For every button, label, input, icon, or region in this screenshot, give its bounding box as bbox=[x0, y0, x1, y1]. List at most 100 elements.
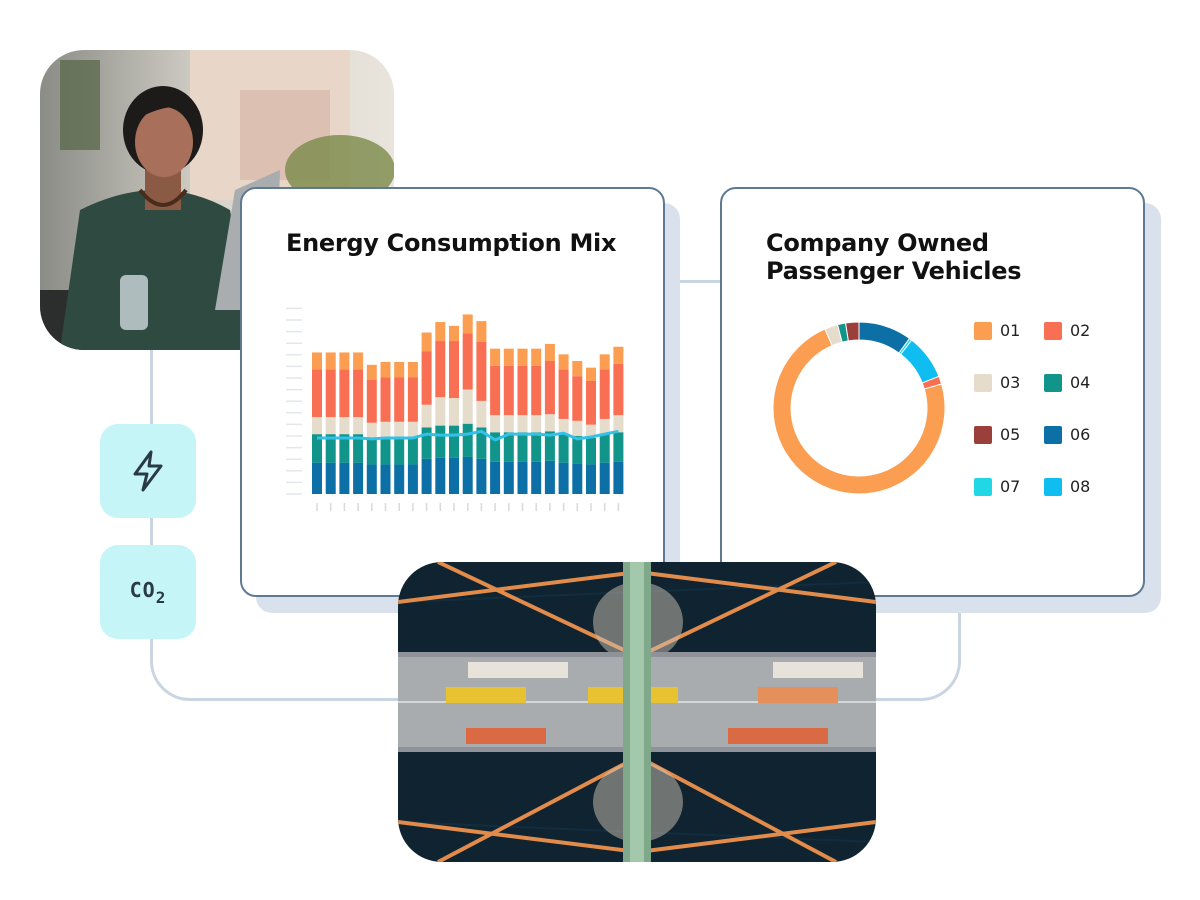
bar-segment bbox=[476, 427, 487, 459]
vehicles-card-title-line1: Company Owned bbox=[766, 229, 989, 257]
bar-segment bbox=[312, 417, 322, 435]
bar-segment bbox=[407, 421, 418, 437]
legend-item-08: 08 bbox=[1044, 477, 1090, 496]
bar-segment bbox=[353, 434, 364, 463]
donut-slice-05 bbox=[844, 321, 860, 342]
bar-segment bbox=[572, 420, 583, 437]
legend-label: 05 bbox=[1000, 425, 1021, 444]
bar-segment bbox=[476, 321, 487, 342]
bar-segment bbox=[531, 365, 542, 416]
bar-segment bbox=[407, 377, 418, 422]
bar-segment bbox=[490, 365, 501, 416]
bar-segment bbox=[366, 437, 377, 465]
energy-mix-bar-chart bbox=[286, 307, 624, 511]
bar-segment bbox=[407, 361, 418, 378]
energy-consumption-card: Energy Consumption Mix bbox=[240, 187, 665, 597]
bar-segment bbox=[421, 332, 432, 352]
bar-segment bbox=[449, 425, 459, 458]
bar-segment bbox=[586, 437, 596, 465]
donut-slice-01 bbox=[772, 328, 946, 495]
bar-segment bbox=[353, 417, 364, 435]
vehicles-donut-chart bbox=[772, 321, 946, 495]
bar-segment bbox=[613, 346, 624, 364]
bar-segment bbox=[462, 389, 473, 424]
bar-segment bbox=[380, 464, 391, 494]
bar-segment bbox=[503, 365, 514, 416]
bar-segment bbox=[394, 437, 405, 465]
bar-segment bbox=[421, 427, 432, 459]
bar-segment bbox=[312, 462, 322, 494]
bar-segment bbox=[462, 333, 473, 390]
bar-segment bbox=[325, 417, 336, 435]
vehicles-card: Company Owned Passenger Vehicles 01 02 03 0… bbox=[720, 187, 1145, 597]
bar-segment bbox=[544, 343, 555, 361]
bar-segment bbox=[421, 404, 432, 428]
bar-segment bbox=[449, 325, 459, 342]
legend-item-03: 03 bbox=[974, 373, 1020, 392]
bar-segment bbox=[544, 414, 555, 432]
bar-segment bbox=[435, 341, 446, 398]
bar-segment bbox=[449, 398, 459, 426]
co2-tile[interactable]: CO2 bbox=[100, 545, 196, 639]
bar-segment bbox=[586, 424, 596, 438]
bar-segment bbox=[558, 462, 569, 494]
bar-segment bbox=[339, 417, 350, 435]
bar-segment bbox=[558, 418, 569, 435]
bar-segment bbox=[312, 434, 322, 463]
bar-segment bbox=[353, 369, 364, 418]
bar-segment bbox=[462, 314, 473, 334]
lightning-bolt-tile[interactable] bbox=[100, 424, 196, 518]
bar-segment bbox=[325, 462, 336, 494]
bar-segment bbox=[613, 461, 624, 494]
bar-segment bbox=[613, 363, 624, 416]
legend-label: 01 bbox=[1000, 321, 1021, 340]
bar-segment bbox=[325, 369, 336, 418]
energy-card-title: Energy Consumption Mix bbox=[286, 229, 617, 257]
bar-segment bbox=[339, 462, 350, 494]
bar-segment bbox=[613, 415, 624, 433]
bar-segment bbox=[572, 376, 583, 421]
bar-segment bbox=[599, 369, 610, 419]
bar-segment bbox=[366, 380, 377, 423]
bar-segment bbox=[462, 456, 473, 494]
lightning-bolt-icon bbox=[133, 450, 163, 492]
bar-segment bbox=[503, 432, 514, 462]
overlay-trend-line bbox=[317, 429, 619, 442]
bar-segment bbox=[366, 422, 377, 438]
bar-segment bbox=[394, 421, 405, 437]
bar-segment bbox=[572, 436, 583, 464]
aerial-bridge-traffic-photo bbox=[398, 562, 876, 862]
bar-segment bbox=[462, 423, 473, 457]
bar-segment bbox=[366, 464, 377, 494]
legend-label: 03 bbox=[1000, 373, 1021, 392]
legend-item-04: 04 bbox=[1044, 373, 1090, 392]
bar-segment bbox=[435, 397, 446, 426]
bar-segment bbox=[531, 432, 542, 462]
bar-segment bbox=[586, 380, 596, 425]
vehicles-card-title-line2: Passenger Vehicles bbox=[766, 257, 1022, 285]
bar-segment bbox=[531, 461, 542, 494]
legend-swatch bbox=[974, 425, 992, 444]
legend-swatch bbox=[974, 321, 992, 340]
bar-segment bbox=[476, 458, 487, 494]
bar-segment bbox=[517, 415, 528, 433]
legend-swatch bbox=[1044, 373, 1062, 392]
bar-segment bbox=[421, 351, 432, 405]
bar-segment bbox=[517, 348, 528, 366]
bar-segment bbox=[380, 437, 391, 465]
legend-swatch bbox=[974, 373, 992, 392]
legend-swatch bbox=[1044, 321, 1062, 340]
legend-swatch bbox=[1044, 425, 1062, 444]
bar-segment bbox=[407, 437, 418, 465]
bar-segment bbox=[312, 369, 322, 418]
legend-swatch bbox=[1044, 477, 1062, 496]
bar-segment bbox=[435, 322, 446, 342]
bar-segment bbox=[339, 352, 350, 370]
legend-item-07: 07 bbox=[974, 477, 1020, 496]
bar-segment bbox=[339, 434, 350, 463]
bar-segment bbox=[353, 352, 364, 370]
bar-segment bbox=[476, 400, 487, 428]
legend-item-05: 05 bbox=[974, 425, 1020, 444]
vehicles-card-title: Company Owned Passenger Vehicles bbox=[766, 229, 1022, 285]
bar-segment bbox=[517, 461, 528, 494]
